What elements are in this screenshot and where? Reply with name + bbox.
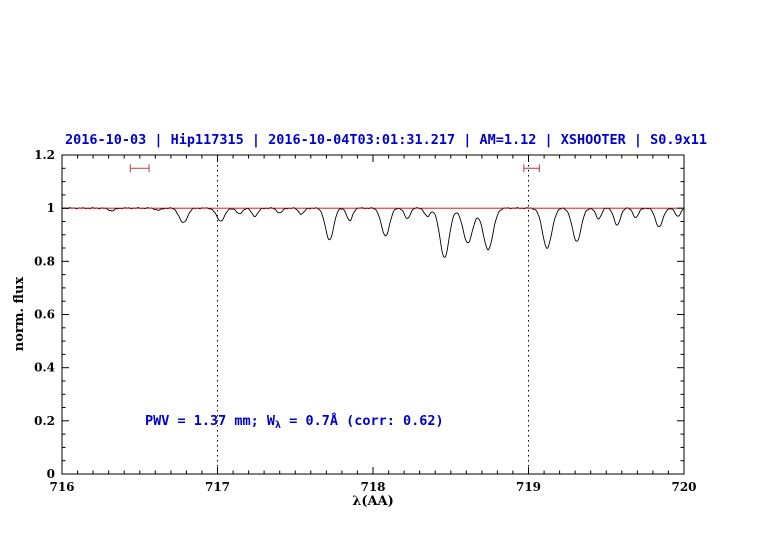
plot-title: 2016-10-03 | Hip117315 | 2016-10-04T03:0… — [64, 132, 708, 148]
y-tick-label: 1 — [47, 201, 55, 215]
x-tick-label: 719 — [516, 480, 541, 494]
x-tick-label: 718 — [360, 480, 385, 494]
x-axis-label: λ(AA) — [352, 494, 394, 509]
y-tick-label: 0 — [47, 467, 55, 481]
y-tick-label: 0.6 — [34, 308, 55, 322]
x-tick-label: 716 — [49, 480, 74, 494]
y-tick-label: 0.8 — [34, 254, 55, 268]
y-tick-label: 0.2 — [34, 414, 55, 428]
y-axis-label: norm. flux — [12, 276, 27, 352]
pwv-annotation-pre: PWV = 1.37 mm; W — [145, 413, 276, 429]
band-range-marker — [129, 164, 150, 173]
spectrum-line — [61, 207, 685, 258]
y-tick-label: 0.4 — [34, 361, 55, 375]
y-tick-label: 1.2 — [34, 148, 55, 162]
pwv-annotation: PWV = 1.37 mm; Wλ = 0.7Å (corr: 0.62) — [145, 413, 444, 431]
pwv-annotation-sub: λ — [275, 420, 282, 431]
x-tick-label: 720 — [671, 480, 696, 494]
band-range-marker — [523, 164, 541, 173]
pwv-annotation-post: = 0.7Å (corr: 0.62) — [281, 413, 444, 429]
x-tick-label: 717 — [205, 480, 230, 494]
